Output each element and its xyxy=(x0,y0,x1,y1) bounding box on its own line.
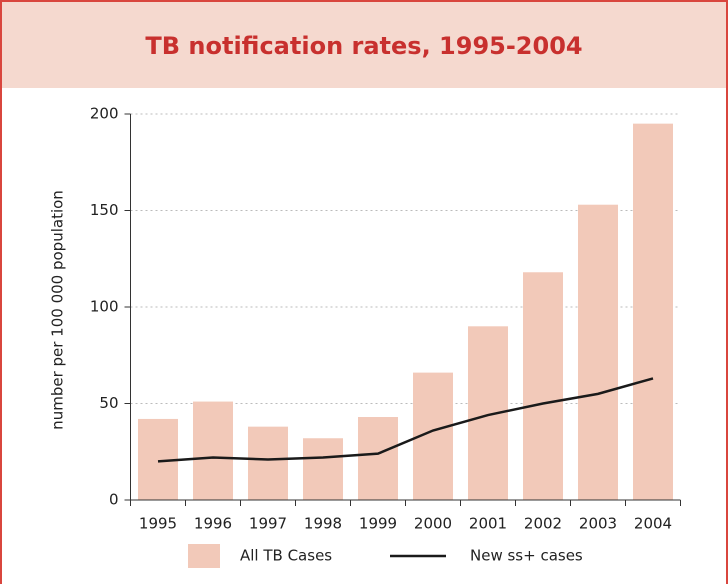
legend-label: New ss+ cases xyxy=(470,547,583,565)
x-tick-label: 1998 xyxy=(304,515,342,533)
y-tick-label: 100 xyxy=(90,298,119,316)
legend-swatch xyxy=(188,544,220,568)
y-axis-label: number per 100 000 population xyxy=(49,190,67,430)
x-tick-label: 1999 xyxy=(359,515,397,533)
bar xyxy=(303,438,343,500)
x-tick-label: 2004 xyxy=(634,515,672,533)
y-tick-label: 0 xyxy=(109,491,119,509)
x-tick-label: 2003 xyxy=(579,515,617,533)
bar xyxy=(193,401,233,500)
x-tick-label: 2000 xyxy=(414,515,452,533)
bar xyxy=(523,272,563,500)
y-tick-label: 150 xyxy=(90,201,119,219)
y-tick-label: 50 xyxy=(99,394,118,412)
x-tick-label: 1996 xyxy=(194,515,232,533)
x-tick-label: 1997 xyxy=(249,515,287,533)
bar xyxy=(358,417,398,500)
bar xyxy=(578,204,618,500)
x-tick-label: 2002 xyxy=(524,515,562,533)
x-tick-label: 2001 xyxy=(469,515,507,533)
bar xyxy=(248,426,288,500)
legend-label: All TB Cases xyxy=(240,547,332,565)
chart-title: TB notification rates, 1995-2004 xyxy=(145,32,582,60)
x-tick-label: 1995 xyxy=(139,515,177,533)
line xyxy=(157,377,654,463)
y-tick-label: 200 xyxy=(90,105,119,123)
title-band xyxy=(2,2,726,88)
bar xyxy=(633,123,673,501)
